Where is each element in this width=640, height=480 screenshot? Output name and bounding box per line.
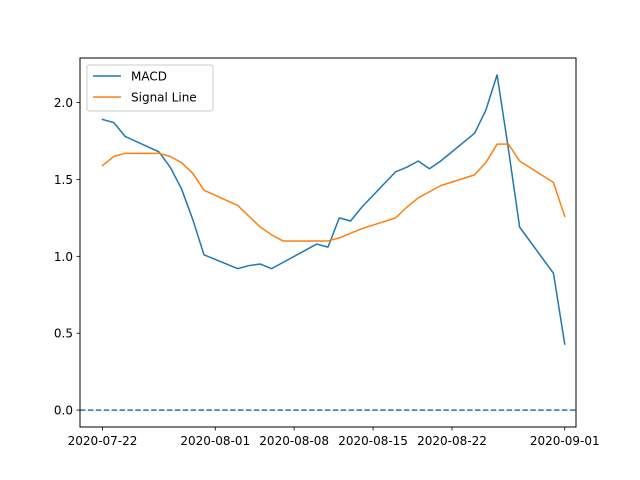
y-tick-label: 1.0 <box>54 250 73 264</box>
y-axis: 0.0 0.5 1.0 1.5 2.0 <box>54 96 80 418</box>
y-tick-label: 0.0 <box>54 404 73 418</box>
plot-background <box>80 58 576 427</box>
y-tick-label: 1.5 <box>54 173 73 187</box>
x-tick-label: 2020-08-08 <box>259 434 329 448</box>
x-tick-label: 2020-09-01 <box>530 434 600 448</box>
x-tick-label: 2020-07-22 <box>68 434 138 448</box>
legend-label: MACD <box>131 70 167 84</box>
y-tick-label: 2.0 <box>54 96 73 110</box>
series-line-macd <box>101 74 566 345</box>
series-line-signal-line <box>101 143 566 242</box>
plot-frame <box>79 57 577 428</box>
x-tick-label: 2020-08-22 <box>417 434 487 448</box>
x-tick-label: 2020-08-15 <box>338 434 408 448</box>
x-axis: 2020-07-22 2020-08-01 2020-08-08 2020-08-15… <box>68 427 600 448</box>
x-tick-label: 2020-08-01 <box>180 434 250 448</box>
legend-label: Signal Line <box>131 91 197 105</box>
series-layer <box>101 74 566 345</box>
y-tick-label: 0.5 <box>54 327 73 341</box>
legend: MACD Signal Line <box>86 64 214 112</box>
